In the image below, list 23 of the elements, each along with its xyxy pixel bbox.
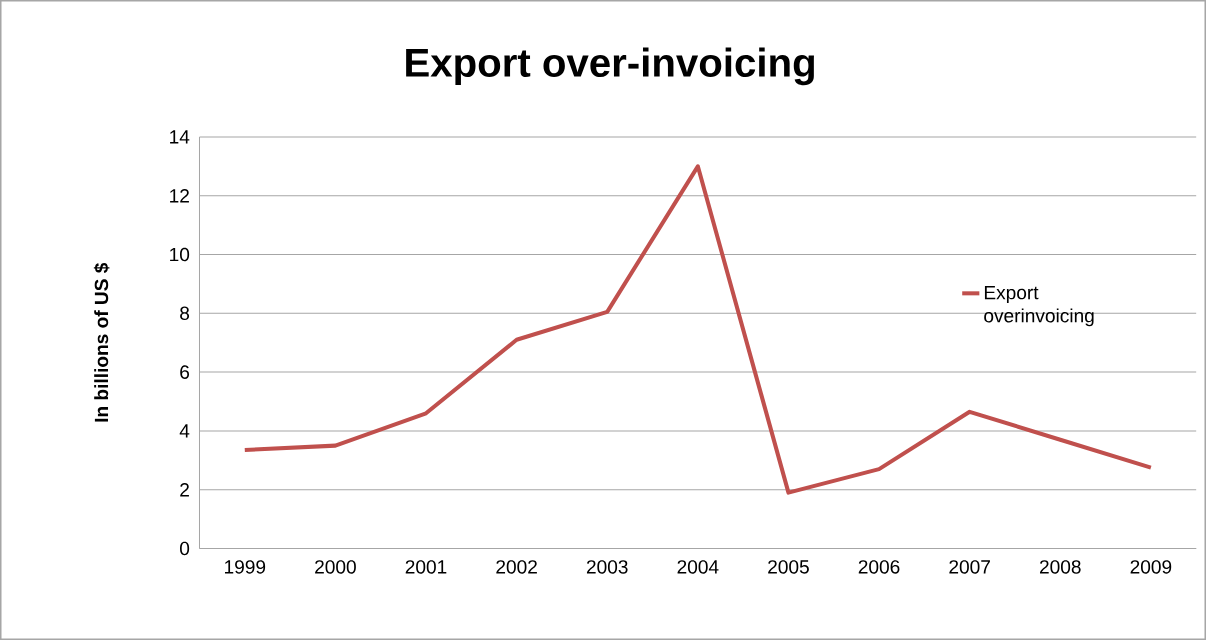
- chart-title: Export over-invoicing: [406, 47, 814, 86]
- legend-label: Export overinvoicing: [984, 285, 1094, 327]
- y-tick-label: 8: [180, 306, 190, 321]
- line-series: [242, 164, 1153, 495]
- x-tick-label: 2004: [677, 560, 719, 574]
- y-tick-label: 0: [180, 541, 190, 556]
- x-tick-label: 2001: [405, 560, 447, 574]
- y-tick-label: 2: [180, 483, 189, 497]
- x-tick-label: 2000: [315, 560, 356, 574]
- x-tick-label: 2007: [949, 560, 990, 574]
- y-tick-label: 12: [170, 189, 189, 203]
- x-tick-label: 2002: [496, 560, 537, 574]
- x-tick-label: 2008: [1039, 560, 1081, 574]
- x-tick-label: 2003: [586, 560, 628, 574]
- x-tick-label: 2005: [768, 560, 809, 574]
- x-tick-label: 1999: [225, 560, 266, 574]
- x-tick-label: 2006: [858, 560, 900, 574]
- y-tick-label: 4: [179, 424, 190, 438]
- y-tick-label: 6: [180, 365, 190, 379]
- y-axis-title: In billions of US $: [93, 262, 110, 422]
- y-tick-label: 10: [170, 247, 190, 262]
- x-tick-label: 2009: [1130, 560, 1172, 574]
- y-tick-label: 14: [170, 130, 190, 144]
